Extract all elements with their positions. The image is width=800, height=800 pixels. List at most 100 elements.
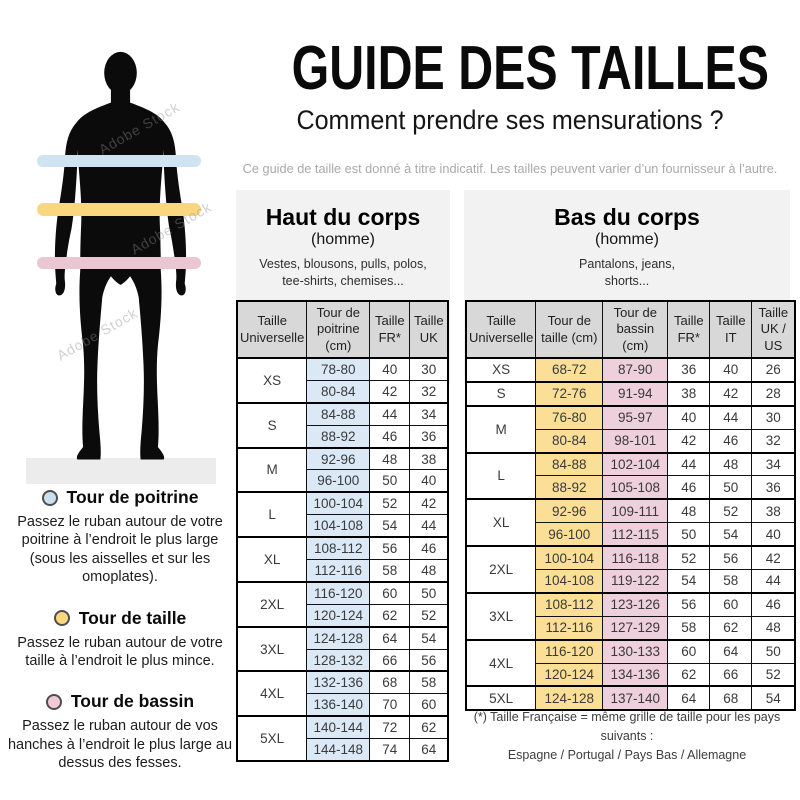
value-cell: 46	[409, 536, 449, 561]
value-cell: 104-108	[306, 514, 371, 538]
waist-measure-band	[37, 203, 201, 216]
value-cell: 128-132	[306, 648, 371, 672]
size-label-cell: 3XL	[236, 625, 308, 672]
value-cell: 74	[369, 738, 411, 762]
legend-heading: Tour de poitrine	[6, 487, 234, 508]
value-cell: 87-90	[602, 357, 669, 383]
legend-item-poitrine: Tour de poitrine Passez le ruban autour …	[6, 487, 234, 587]
value-cell: 36	[409, 424, 449, 449]
value-cell: 50	[409, 580, 449, 605]
column-header: Taille FR*	[667, 300, 711, 359]
value-cell: 120-124	[535, 662, 604, 687]
table-row: XL 92-96 109-111 48 52 38	[465, 498, 796, 547]
value-cell: 26	[751, 357, 796, 383]
table-row: XS 78-80 40 30	[236, 356, 449, 404]
value-cell: 40	[751, 522, 796, 547]
table-row: XS 68-72 87-90 36 40 26	[465, 357, 796, 383]
chest-measure-band	[37, 155, 201, 167]
value-cell: 50	[369, 469, 411, 493]
french-size-footnote: (*) Taille Française = même grille de ta…	[473, 710, 781, 762]
value-cell: 60	[369, 580, 411, 605]
value-cell: 92-96	[306, 446, 371, 471]
table-row: 104-108 54 44	[237, 514, 449, 538]
table-row: 112-116 127-129 58 62 48	[466, 615, 796, 641]
value-cell: 66	[709, 662, 753, 687]
value-cell: 64	[709, 638, 753, 664]
value-cell: 40	[709, 357, 753, 383]
value-cell: 102-104	[602, 451, 669, 477]
value-cell: 70	[369, 693, 411, 717]
value-cell: 136-140	[306, 693, 371, 717]
value-cell: 58	[709, 569, 753, 594]
hip-measure-band	[37, 257, 201, 269]
lower-body-size-table: Taille Universelle Tour de taille (cm) Tou…	[465, 300, 797, 712]
value-cell: 46	[751, 591, 796, 617]
value-cell: 108-112	[535, 591, 604, 617]
legend-heading: Tour de bassin	[6, 691, 234, 712]
value-cell: 48	[709, 451, 753, 477]
value-cell: 34	[751, 451, 796, 477]
floor-shadow	[26, 458, 216, 484]
size-label-cell: 4XL	[236, 670, 308, 717]
value-cell: 62	[709, 615, 753, 641]
value-cell: 50	[667, 522, 711, 547]
value-cell: 44	[667, 451, 711, 477]
waist-color-dot-icon	[53, 610, 70, 627]
value-cell: 50	[751, 638, 796, 664]
value-cell: 54	[369, 514, 411, 538]
value-cell: 132-136	[306, 670, 371, 695]
value-cell: 46	[369, 424, 411, 449]
value-cell: 44	[751, 569, 796, 594]
value-cell: 116-120	[306, 580, 371, 605]
size-label-cell: M	[465, 404, 537, 454]
male-silhouette	[54, 51, 187, 460]
value-cell: 42	[709, 380, 753, 407]
size-label-cell: L	[465, 451, 537, 500]
page-title: GUIDE DES TAILLES	[291, 34, 769, 103]
size-label-cell: S	[465, 380, 537, 407]
value-cell: 60	[709, 591, 753, 617]
value-cell: 52	[709, 498, 753, 524]
table-row: M 76-80 95-97 40 44 30	[465, 404, 796, 454]
table-row: M 92-96 48 38	[236, 446, 449, 493]
value-cell: 38	[667, 380, 711, 407]
value-cell: 44	[709, 404, 753, 430]
table-row: L 84-88 102-104 44 48 34	[465, 451, 796, 500]
value-cell: 105-108	[602, 475, 669, 500]
value-cell: 120-124	[306, 603, 371, 628]
table-row: XL 108-112 56 46	[236, 536, 449, 583]
value-cell: 98-101	[602, 428, 669, 454]
size-label-cell: S	[236, 401, 308, 449]
value-cell: 48	[751, 615, 796, 641]
value-cell: 52	[751, 662, 796, 687]
value-cell: 42	[409, 491, 449, 516]
value-cell: 109-111	[602, 498, 669, 524]
value-cell: 34	[409, 401, 449, 426]
value-cell: 112-116	[535, 615, 604, 641]
size-label-cell: XL	[236, 536, 308, 583]
value-cell: 44	[409, 514, 449, 538]
value-cell: 116-118	[602, 545, 669, 571]
page-subtitle: Comment prendre ses mensurations ?	[296, 105, 724, 135]
value-cell: 100-104	[535, 545, 604, 571]
value-cell: 95-97	[602, 404, 669, 430]
value-cell: 40	[667, 404, 711, 430]
legend-description: Passez le ruban autour de votre taille à…	[17, 634, 223, 670]
value-cell: 104-108	[535, 569, 604, 594]
value-cell: 92-96	[535, 498, 604, 524]
table-row: 3XL 124-128 64 54	[236, 625, 449, 672]
disclaimer-text: Ce guide de taille est donné à titre ind…	[242, 161, 778, 176]
value-cell: 42	[369, 379, 411, 404]
table-row: 5XL 140-144 72 62	[236, 715, 449, 762]
value-cell: 84-88	[535, 451, 604, 477]
value-cell: 60	[409, 693, 449, 717]
size-label-cell: 2XL	[236, 580, 308, 628]
column-header: Tour de poitrine (cm)	[306, 300, 371, 359]
size-label-cell: L	[236, 491, 308, 538]
column-header: Taille IT	[709, 300, 753, 359]
table-row: S 72-76 91-94 38 42 28	[465, 380, 796, 407]
size-label-cell: XL	[465, 498, 537, 547]
value-cell: 38	[409, 446, 449, 471]
value-cell: 52	[667, 545, 711, 571]
value-cell: 80-84	[306, 379, 371, 404]
